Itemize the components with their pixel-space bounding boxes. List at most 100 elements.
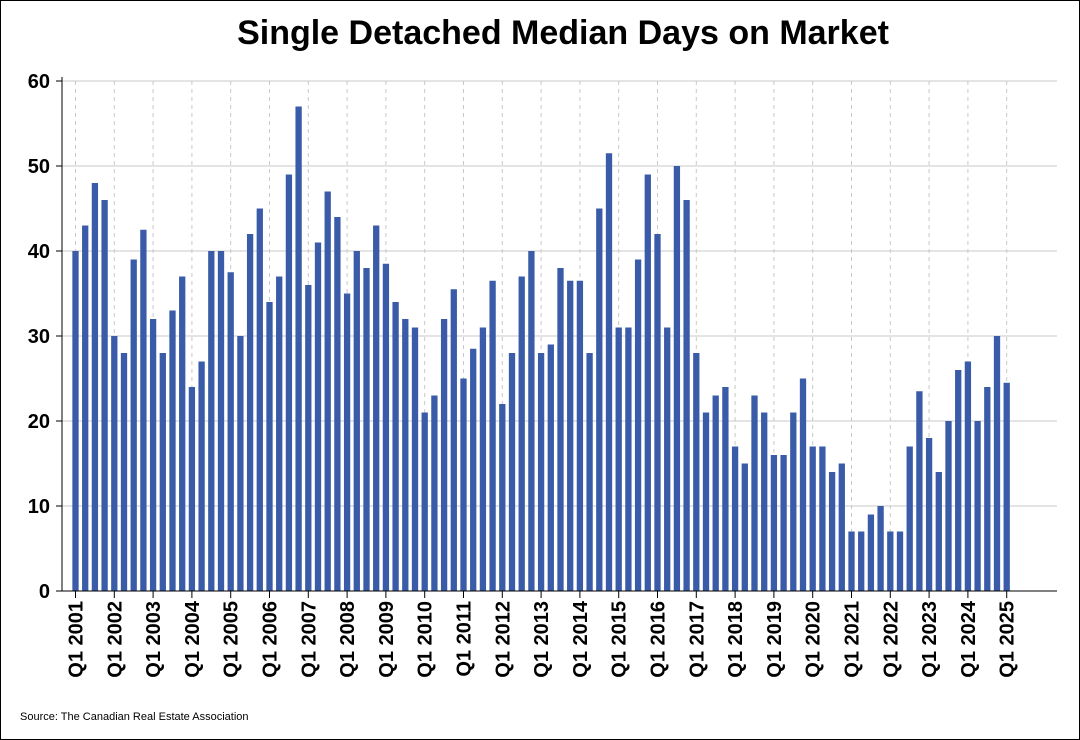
bar [809,446,816,591]
bar [702,412,710,591]
bar [470,348,477,591]
bar [896,531,904,591]
bar [664,327,671,591]
bar [838,463,845,591]
bar [799,378,807,591]
bar [479,327,487,591]
bar [751,395,758,591]
bar [615,327,622,591]
bar [741,463,748,591]
bar [790,412,797,591]
x-tick-label: Q1 2017 [686,601,708,678]
bar [547,344,554,591]
bar-series [72,106,1010,591]
bar [508,353,516,591]
bar [450,289,457,591]
bar [179,276,186,591]
x-tick-label: Q1 2021 [842,601,864,678]
bar [586,353,593,591]
bar [828,472,836,591]
bar [605,153,613,591]
x-tick-label: Q1 2016 [648,601,670,678]
bar [120,353,128,591]
bar [246,234,254,591]
bar [673,166,681,591]
bar [683,200,690,591]
bar [945,421,952,591]
bar [305,285,312,591]
x-tick-label: Q1 2018 [725,601,747,678]
bar [140,229,147,591]
x-tick-label: Q1 2007 [298,601,320,678]
bar [324,191,331,591]
bar [984,387,991,591]
bar [537,353,545,591]
bar [217,251,225,591]
bar [392,302,399,591]
bar [499,404,506,591]
bar [169,310,176,591]
bar [693,353,700,591]
bar [256,208,263,591]
x-tick-label: Q1 2001 [66,601,88,678]
bar [634,259,642,591]
x-tick-label: Q1 2012 [492,601,514,678]
bar [654,234,661,591]
bar [237,336,244,591]
y-tick-label: 60 [28,71,50,93]
bar [266,302,273,591]
bar [373,225,380,591]
bar [955,370,962,591]
x-tick-label: Q1 2025 [997,601,1019,678]
x-tick-label: Q1 2014 [570,600,592,678]
bar [925,438,933,591]
bar [974,421,981,591]
bar [489,280,496,591]
x-tick-label: Q1 2005 [221,601,243,678]
x-tick-label: Q1 2004 [182,600,204,678]
bar [91,183,99,591]
bar [906,446,913,591]
bar [149,319,157,591]
y-tick-label: 10 [28,496,50,518]
x-tick-label: Q1 2002 [104,601,126,678]
bar [353,251,360,591]
x-tick-label: Q1 2019 [764,601,786,678]
bar [208,251,215,591]
bar [460,378,467,591]
bar [722,387,729,591]
bar [295,106,302,591]
x-tick-label: Q1 2009 [376,601,398,678]
bar [858,531,865,591]
bar [780,455,787,591]
bar [848,531,855,591]
bar [159,353,166,591]
y-tick-label: 30 [28,326,50,348]
bar [343,293,351,591]
bar [198,361,205,591]
bar [285,174,293,591]
bar [712,395,719,591]
bar [334,217,341,591]
bar [625,327,632,591]
x-tick-label: Q1 2010 [415,601,437,678]
bar [819,446,826,591]
bar [188,387,196,591]
bar [314,242,322,591]
bar [964,361,972,591]
bar [518,276,525,591]
bar [993,336,1001,591]
bar [916,391,923,591]
bar [557,268,564,591]
bar [276,276,283,591]
bar [82,225,89,591]
tick-labels: 0 10 20 30 40 50 60 Q1 2001 Q1 2002 Q1 2003 Q1 200… [28,71,1019,678]
y-tick-label: 40 [28,241,50,263]
bar [576,280,584,591]
y-tick-label: 0 [39,581,50,603]
bar [411,327,419,591]
bar [431,395,438,591]
bar [528,251,535,591]
bar [111,336,118,591]
bar [761,412,768,591]
